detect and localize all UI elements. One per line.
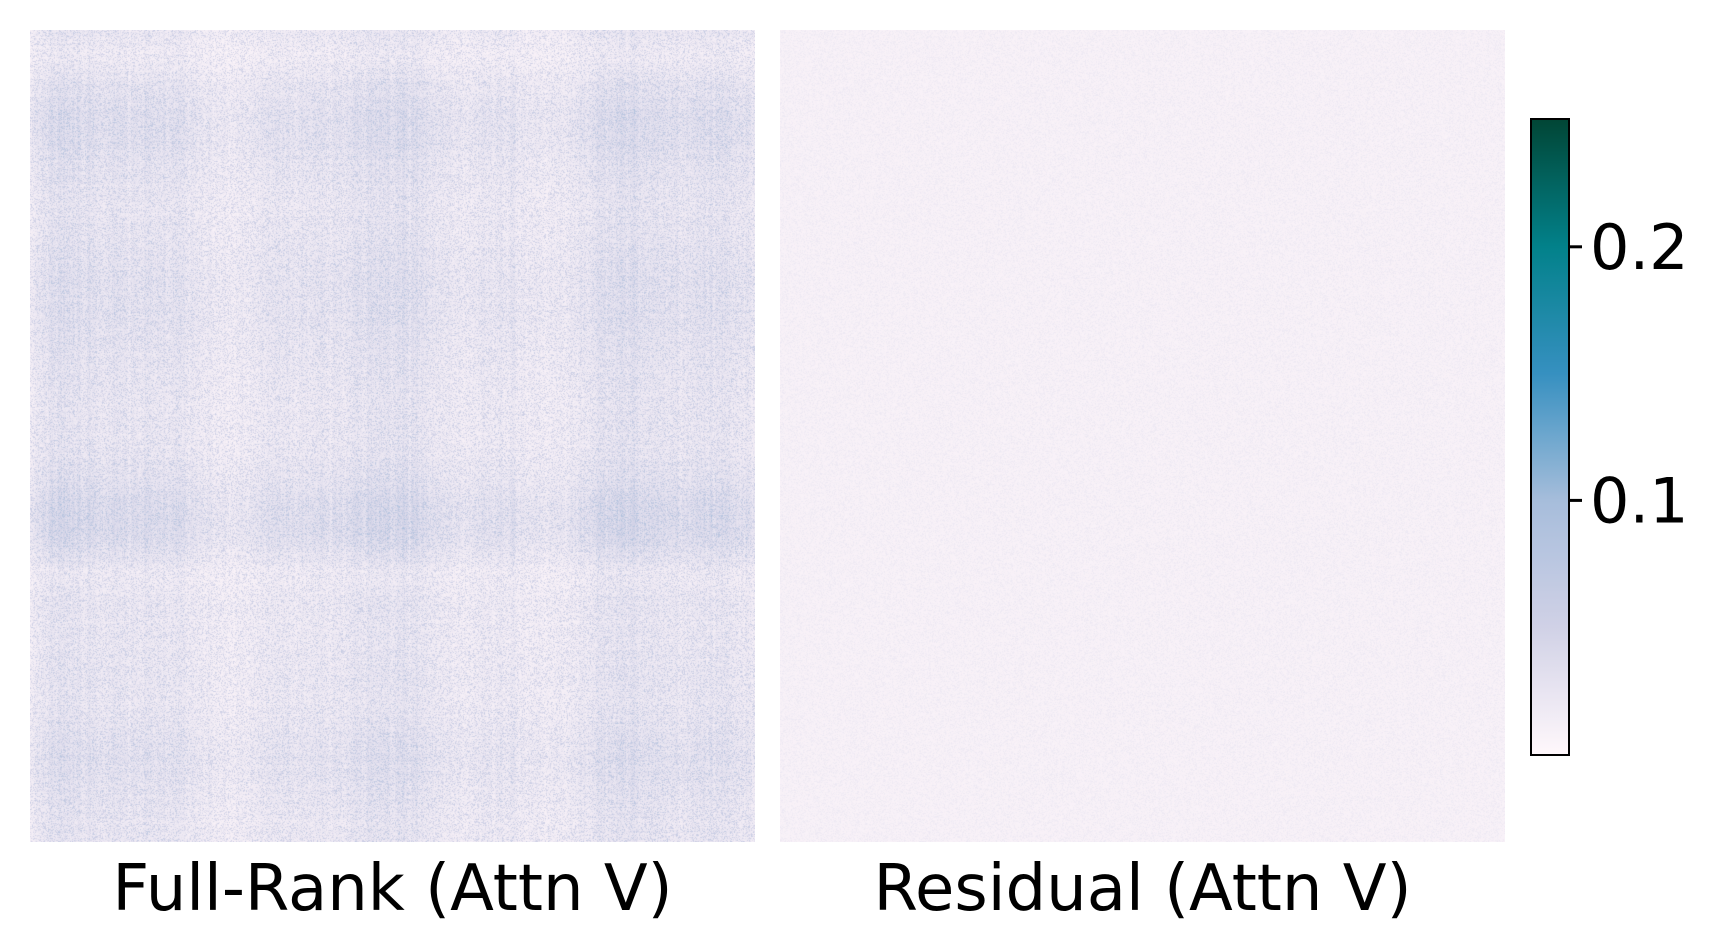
colorbar-tick-label: 0.1: [1590, 464, 1689, 537]
heatmap-residual-cells: [780, 30, 1505, 842]
colorbar: [1530, 118, 1570, 756]
heatmap-full-rank-cells: [30, 30, 755, 842]
heatmap-full-rank-title: Full-Rank (Attn V): [112, 852, 673, 926]
heatmap-residual-title: Residual (Attn V): [873, 852, 1412, 926]
colorbar-axis: 0.1 0.2: [1568, 211, 1689, 537]
colorbar-tick-label: 0.2: [1590, 211, 1689, 284]
heatmap-residual: [780, 30, 1505, 842]
heatmap-full-rank: [30, 30, 755, 842]
